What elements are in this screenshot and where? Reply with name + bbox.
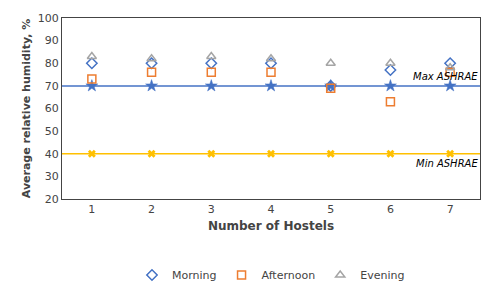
svg-text:Evening: Evening [360, 269, 404, 282]
svg-text:Max ASHRAE: Max ASHRAE [413, 71, 478, 82]
svg-text:1: 1 [88, 203, 95, 216]
svg-text:Average relative humidity, %: Average relative humidity, % [20, 19, 33, 198]
svg-text:100: 100 [38, 12, 59, 25]
svg-text:Morning: Morning [172, 269, 217, 282]
svg-text:90: 90 [45, 34, 59, 47]
svg-text:5: 5 [327, 203, 334, 216]
svg-text:40: 40 [45, 148, 59, 161]
svg-text:2: 2 [148, 203, 155, 216]
svg-text:Afternoon: Afternoon [262, 269, 316, 282]
svg-text:50: 50 [45, 125, 59, 138]
svg-text:3: 3 [208, 203, 215, 216]
svg-text:60: 60 [45, 102, 59, 115]
svg-text:20: 20 [45, 193, 59, 206]
svg-text:Min ASHRAE: Min ASHRAE [416, 158, 478, 169]
svg-text:30: 30 [45, 170, 59, 183]
svg-text:80: 80 [45, 57, 59, 70]
svg-text:4: 4 [268, 203, 275, 216]
svg-text:70: 70 [45, 80, 59, 93]
svg-text:Number of Hostels: Number of Hostels [208, 219, 334, 233]
svg-text:7: 7 [447, 203, 454, 216]
svg-text:6: 6 [387, 203, 394, 216]
